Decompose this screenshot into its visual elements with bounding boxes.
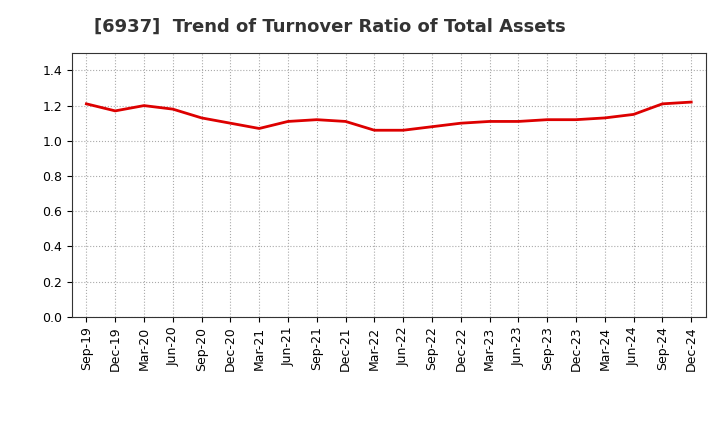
Text: [6937]  Trend of Turnover Ratio of Total Assets: [6937] Trend of Turnover Ratio of Total … xyxy=(94,18,565,36)
